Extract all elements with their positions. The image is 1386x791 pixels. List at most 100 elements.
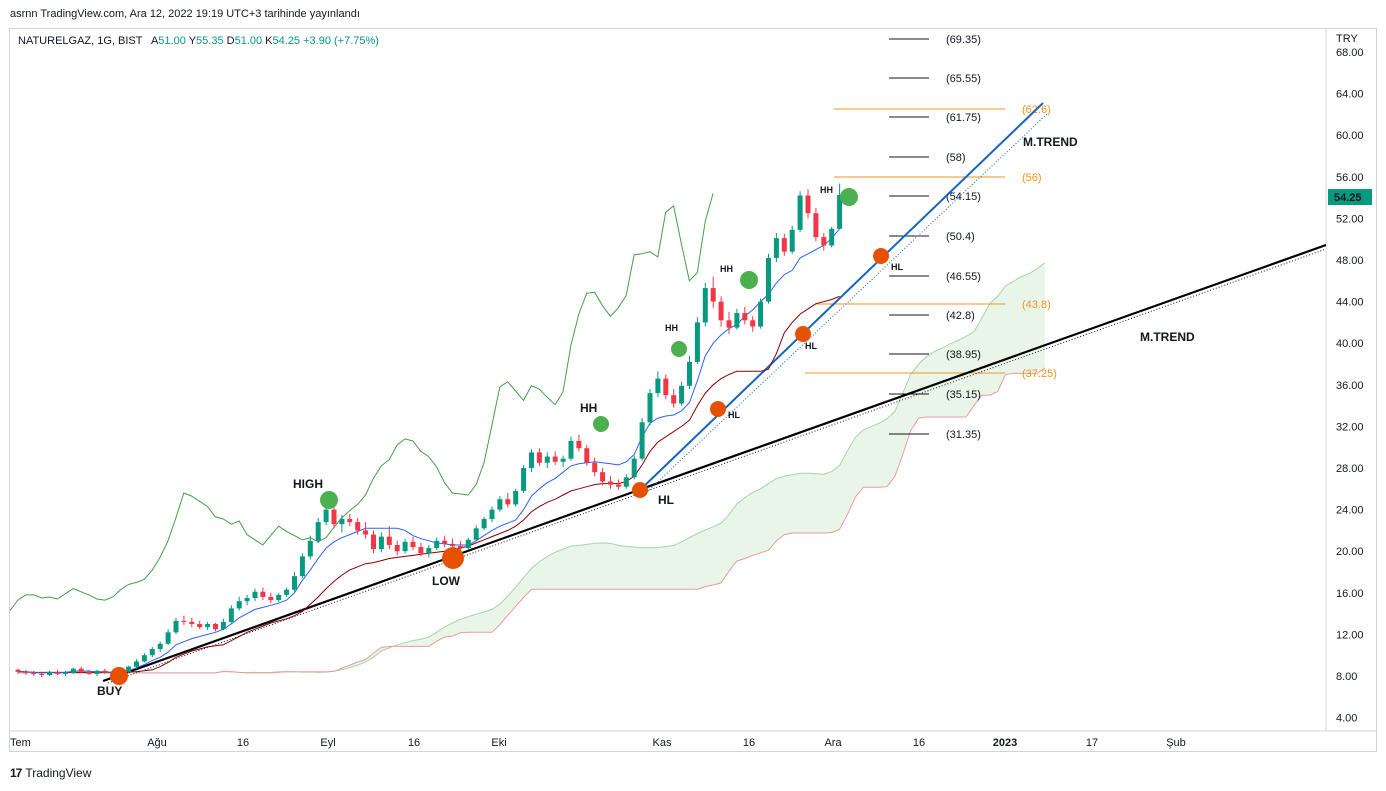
candle-body: [718, 301, 724, 321]
candle-body: [236, 601, 242, 609]
candle-body: [710, 288, 716, 302]
low-value: 51.00: [234, 35, 263, 47]
candle-body: [742, 313, 748, 321]
y-tick-label: 12.00: [1336, 629, 1364, 641]
trend-line-blue-dotted: [644, 112, 1049, 495]
senkou-span-b: [18, 367, 1046, 674]
candle-body: [442, 540, 448, 544]
candle-body: [726, 320, 732, 328]
candle-body: [536, 452, 542, 463]
high-label: Y: [188, 35, 197, 47]
candle-body: [576, 440, 582, 449]
candle-body: [165, 632, 171, 644]
close-label: K: [265, 35, 273, 47]
hl-label: HL: [805, 341, 817, 351]
footer-brand: 17 TradingView: [10, 766, 91, 780]
level-label: (35.15): [946, 389, 981, 401]
x-tick-label: 2023: [993, 737, 1017, 749]
candle-body: [78, 668, 84, 672]
fib-label: (37.25): [1022, 368, 1057, 380]
y-tick-label: 40.00: [1336, 338, 1364, 350]
candle-body: [750, 320, 756, 327]
hl-marker: [710, 401, 726, 417]
candle-body: [450, 543, 455, 546]
level-label: (58): [946, 152, 966, 164]
y-tick-label: 56.00: [1336, 172, 1364, 184]
candle-body: [734, 313, 740, 328]
candle-body: [797, 195, 803, 230]
x-tick-label: Ara: [824, 737, 842, 749]
candle-body: [655, 378, 661, 394]
candle-body: [371, 534, 376, 550]
candle-body: [149, 648, 155, 656]
candle-body: [465, 539, 471, 549]
level-label: (31.35): [946, 429, 981, 441]
candle-body: [197, 624, 203, 628]
candle-body: [766, 257, 771, 302]
candle-body: [457, 546, 463, 549]
candle-body: [94, 670, 100, 674]
candle-body: [260, 591, 266, 597]
candle-body: [284, 589, 290, 595]
candle-body: [244, 598, 250, 602]
candle-body: [615, 484, 621, 487]
level-label: (46.55): [946, 271, 981, 283]
hl-label: HL: [658, 493, 674, 507]
x-tick-label: Eki: [491, 737, 506, 749]
publish-info: asrnn TradingView.com, Ara 12, 2022 19:1…: [10, 8, 360, 20]
candle-body: [157, 643, 163, 649]
candle-body: [821, 237, 827, 246]
candle-body: [410, 541, 416, 548]
currency-label[interactable]: TRY: [1336, 33, 1358, 45]
candle-body: [331, 509, 337, 525]
candle-body: [86, 671, 92, 674]
candle-body: [552, 456, 558, 462]
y-tick-label: 68.00: [1336, 47, 1364, 59]
candle-body: [600, 472, 606, 482]
candle-body: [592, 462, 598, 473]
hl-label: HL: [728, 410, 740, 420]
x-tick-label: Eyl: [320, 737, 335, 749]
hl-marker: [632, 482, 648, 498]
x-tick-label: Tem: [10, 737, 31, 749]
candle-body: [323, 509, 329, 523]
candle-body: [70, 668, 76, 673]
level-label: (38.95): [946, 349, 981, 361]
candle-body: [647, 393, 653, 423]
hl-marker: [873, 248, 889, 264]
candle-body: [584, 448, 590, 463]
chart-frame[interactable]: [9, 28, 1377, 752]
candle-body: [62, 672, 68, 674]
candle-body: [23, 671, 29, 673]
x-tick-label: Ağu: [147, 737, 167, 749]
level-label: (42.8): [946, 310, 975, 322]
candle-body: [758, 301, 764, 327]
candle-body: [489, 509, 495, 519]
close-value: 54.25: [272, 35, 301, 47]
candle-body: [813, 213, 819, 238]
candle-body: [141, 655, 147, 662]
low-label: LOW: [432, 574, 461, 588]
candle-body: [789, 229, 795, 252]
y-tick-label: 32.00: [1336, 421, 1364, 433]
level-label: (61.75): [946, 112, 981, 124]
candle-body: [228, 608, 234, 622]
ichimoku-cloud: [18, 262, 1045, 673]
y-tick-label: 64.00: [1336, 89, 1364, 101]
change-value: +3.90 (+7.75%): [303, 35, 379, 47]
x-tick-label: 16: [913, 737, 925, 749]
hh-label: HH: [665, 323, 678, 333]
candle-body: [31, 672, 37, 674]
y-tick-label: 36.00: [1336, 380, 1364, 392]
candle-body: [663, 378, 669, 396]
publish-bar: asrnn TradingView.com, Ara 12, 2022 19:1…: [0, 0, 1386, 28]
buy-label: BUY: [97, 684, 122, 698]
trend-line-blue: [639, 102, 1044, 491]
buy-marker: [110, 667, 128, 685]
symbol-name[interactable]: NATURELGAZ, 1G, BIST: [18, 35, 143, 47]
chikou-span: [9, 193, 714, 611]
hl-marker: [795, 326, 811, 342]
y-tick-label: 28.00: [1336, 463, 1364, 475]
candle-body: [631, 458, 637, 478]
